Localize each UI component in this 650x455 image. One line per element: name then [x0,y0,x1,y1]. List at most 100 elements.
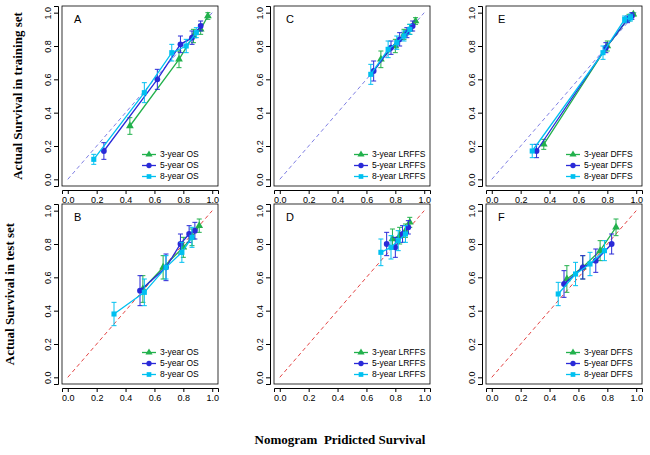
series [378,226,408,266]
error-bar [184,39,189,52]
panel-title: F [498,211,505,223]
tick-mark [54,146,58,147]
error-bar-cap [191,29,196,30]
tick: 0.0 [255,372,270,385]
error-bar-cap [378,67,383,68]
tick-mark [54,113,58,114]
point [394,40,399,45]
error-bar [530,144,535,157]
point [600,50,605,55]
point [602,248,607,253]
legend-symbol [358,163,363,168]
tick: 0.8 [255,238,270,251]
tick-mark [395,190,396,194]
point [587,261,592,266]
point [142,290,147,295]
error-bar-cap [194,37,199,38]
tick-label: 0.6 [43,74,53,87]
legend: 3-year OS5-year OS8-year OS [142,347,199,379]
error-bar-cap [138,305,143,306]
error-bar [164,256,169,279]
reference-line [492,13,636,180]
tick-mark [521,388,522,392]
tick-mark [424,388,425,392]
point [189,235,194,240]
error-bar-cap [164,279,169,280]
point [388,245,393,250]
tick-mark [395,388,396,392]
series [530,14,633,157]
error-bar-cap [397,227,402,228]
plot-area [111,219,203,326]
series [126,12,212,135]
error-bar-cap [389,54,394,55]
series-line [140,231,195,291]
tick-label: 0.8 [255,40,265,53]
tick-mark [424,190,425,194]
error-bar-cap [588,252,593,253]
tick: 1.0 [255,7,270,20]
x-axis: 0.00.20.40.60.81.0 [62,190,219,205]
panel-title: C [286,13,294,25]
point [111,311,116,316]
tick: 0.8 [390,388,403,403]
legend-label: 8-year OS [160,171,199,181]
error-bar-cap [177,67,182,68]
error-bar-cap [169,61,174,62]
panel: 0.00.20.40.60.81.00.00.20.40.60.81.0C3-y… [255,6,431,205]
tick-label: 0.4 [255,107,265,120]
error-bar-cap [609,254,614,255]
error-bar-cap [205,19,210,20]
error-bar [368,64,373,84]
series-line [371,29,410,74]
error-bar [573,262,578,285]
tick-mark [54,211,58,212]
error-bar-cap [371,81,376,82]
error-bar-cap [178,234,183,235]
series-line [143,226,199,289]
plot-frame [274,204,430,384]
reference-line [68,13,212,180]
error-bar [396,231,401,251]
tick-label: 0.8 [43,238,53,251]
tick-mark [492,190,493,194]
y-axis: 0.00.20.40.60.81.0 [467,205,483,385]
error-bar-cap [384,232,389,233]
tick: 1.0 [467,7,482,20]
tick-label: 0.8 [602,393,615,403]
plot-area [91,12,212,165]
point [163,264,169,270]
point [378,250,383,255]
tick: 0.0 [274,190,287,205]
legend-symbol [147,174,152,179]
tick: 0.4 [467,107,482,120]
series [389,217,414,249]
error-bar-cap [402,41,407,42]
tick-mark [126,190,127,194]
point [612,223,620,230]
tick-label: 0.2 [43,140,53,153]
series [561,234,614,297]
tick-label: 0.8 [390,393,403,403]
tick-mark [266,46,270,47]
error-bar-cap [622,16,627,17]
tick-label: 0.0 [486,393,499,403]
panel-title: A [74,13,82,25]
error-bar-cap [164,254,169,255]
tick-mark [478,377,482,378]
error-bar-cap [403,225,408,226]
tick: 0.0 [62,190,75,205]
error-bar-cap [142,279,147,280]
error-bar-cap [588,275,593,276]
tick-label: 1.0 [467,205,477,218]
tick: 0.6 [361,190,374,205]
tick-label: 1.0 [630,393,643,403]
panel-title: B [74,211,81,223]
legend-item: 5-year LRFFS [354,160,426,170]
tick: 0.0 [467,372,482,385]
tick-mark [636,388,637,392]
error-bar-cap [198,21,203,22]
tick-mark [154,190,155,194]
tick-mark [550,388,551,392]
series [137,222,198,305]
